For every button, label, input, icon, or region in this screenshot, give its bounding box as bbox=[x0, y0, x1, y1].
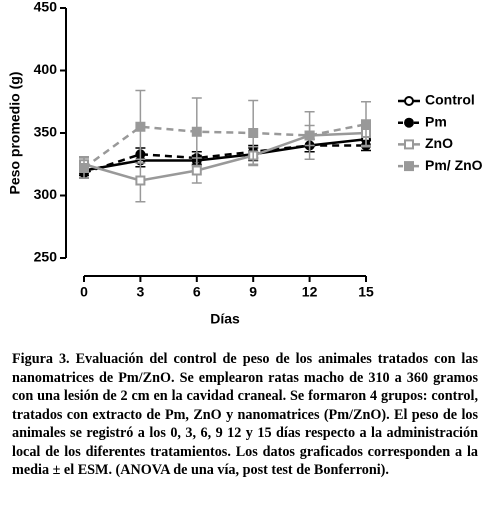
x-tick-label: 9 bbox=[249, 284, 257, 300]
y-tick-label: 400 bbox=[34, 61, 58, 77]
legend-label: Control bbox=[425, 92, 475, 108]
x-tick-label: 0 bbox=[80, 284, 88, 300]
series-line bbox=[83, 131, 367, 182]
data-point bbox=[248, 128, 259, 138]
y-axis-label: Peso promedio (g) bbox=[7, 72, 23, 195]
x-tick-label: 15 bbox=[358, 284, 374, 300]
series-line bbox=[83, 144, 366, 175]
legend-label: ZnO bbox=[425, 135, 453, 151]
y-tick-label: 300 bbox=[34, 186, 58, 202]
legend-marker bbox=[404, 139, 414, 150]
x-tick-label: 3 bbox=[137, 284, 145, 300]
x-axis-label: Días bbox=[210, 311, 240, 327]
y-tick-label: 450 bbox=[34, 0, 58, 15]
legend-label: Pm/ ZnO bbox=[425, 157, 483, 173]
data-point bbox=[191, 126, 202, 137]
data-point bbox=[79, 163, 89, 173]
x-tick-label: 12 bbox=[302, 284, 318, 300]
y-tick-label: 350 bbox=[34, 124, 58, 140]
data-point bbox=[304, 130, 315, 141]
data-point bbox=[361, 119, 371, 130]
x-tick-label: 6 bbox=[193, 284, 201, 300]
figure-caption: Figura 3. Evaluación del control de peso… bbox=[12, 351, 478, 478]
legend-marker bbox=[404, 117, 414, 128]
series-line bbox=[83, 138, 367, 172]
legend-marker bbox=[404, 161, 414, 172]
data-point bbox=[135, 121, 146, 132]
y-tick-label: 250 bbox=[34, 249, 58, 265]
chart: Peso promedio (g) Días 250 300 350 400 450 0 3… bbox=[7, 0, 483, 327]
legend-marker bbox=[404, 96, 414, 106]
data-point bbox=[191, 165, 202, 176]
data-point bbox=[135, 175, 146, 186]
legend-label: Pm bbox=[425, 113, 447, 129]
